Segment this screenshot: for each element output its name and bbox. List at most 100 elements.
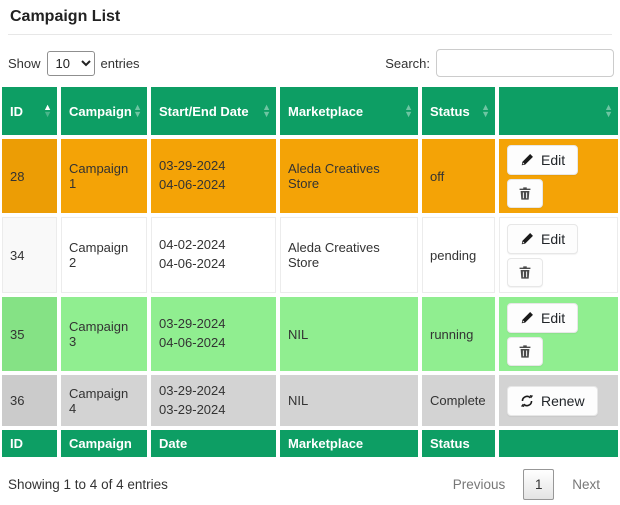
pagination: Previous 1 Next — [441, 469, 612, 500]
cell-marketplace: Aleda Creatives Store — [278, 215, 420, 295]
refresh-icon — [520, 394, 534, 407]
cell-campaign: Campaign 2 — [59, 215, 149, 295]
column-header-label: Marketplace — [288, 103, 364, 119]
cell-actions: Edit — [497, 295, 620, 373]
search-control: Search: — [385, 49, 614, 77]
divider — [8, 34, 612, 35]
column-header-actions[interactable]: ▲ ▼ — [497, 85, 620, 137]
end-date: 04-06-2024 — [159, 335, 226, 350]
cell-id: 28 — [0, 137, 59, 215]
cell-marketplace: Aleda Creatives Store — [278, 137, 420, 215]
pencil-icon — [521, 311, 533, 323]
table-row: 35 Campaign 3 03-29-2024 04-06-2024 NIL … — [0, 295, 620, 373]
cell-status: pending — [420, 215, 497, 295]
delete-button[interactable] — [507, 178, 543, 208]
search-input[interactable] — [436, 49, 614, 77]
column-header-marketplace[interactable]: Marketplace ▲ ▼ — [278, 85, 420, 137]
end-date: 04-06-2024 — [159, 256, 226, 271]
cell-marketplace: NIL — [278, 295, 420, 373]
cell-id: 34 — [0, 215, 59, 295]
column-header-label: Start/End Date — [159, 103, 249, 119]
delete-button[interactable] — [507, 257, 543, 287]
table-footer-row: ID Campaign Date Marketplace Status — [0, 428, 620, 459]
sort-asc-icon: ▲ — [262, 101, 271, 112]
sort-icons: ▲ ▼ — [604, 102, 613, 119]
edit-button-label: Edit — [541, 151, 566, 168]
edit-button[interactable]: Edit — [507, 144, 579, 175]
sort-icons: ▲ ▼ — [481, 101, 490, 119]
sort-desc-icon: ▼ — [604, 109, 613, 119]
table-row: 28 Campaign 1 03-29-2024 04-06-2024 Aled… — [0, 137, 620, 215]
next-page-button[interactable]: Next — [572, 477, 600, 492]
cell-date: 03-29-2024 03-29-2024 — [149, 373, 278, 428]
footer-actions — [497, 428, 620, 459]
end-date: 04-06-2024 — [159, 177, 226, 192]
edit-button[interactable]: Edit — [507, 302, 579, 333]
cell-actions: Renew — [497, 373, 620, 428]
column-header-id[interactable]: ID ▲ ▼ — [0, 85, 59, 137]
search-label: Search: — [385, 55, 430, 71]
start-date: 03-29-2024 — [159, 316, 226, 332]
cell-id: 35 — [0, 295, 59, 373]
trash-icon — [519, 186, 531, 200]
sort-desc-icon: ▼ — [262, 109, 271, 119]
cell-date: 03-29-2024 04-06-2024 — [149, 295, 278, 373]
table-row: 36 Campaign 4 03-29-2024 03-29-2024 NIL … — [0, 373, 620, 428]
column-header-campaign[interactable]: Campaign ▲ ▼ — [59, 85, 149, 137]
renew-button[interactable]: Renew — [507, 385, 598, 416]
sort-icons: ▲ ▼ — [262, 101, 271, 119]
footer-marketplace: Marketplace — [278, 428, 420, 459]
entries-label: entries — [100, 55, 140, 71]
sort-asc-icon: ▲ — [481, 101, 490, 112]
sort-desc-icon: ▼ — [43, 109, 52, 119]
previous-page-button[interactable]: Previous — [452, 477, 506, 492]
page-title: Campaign List — [10, 8, 121, 25]
cell-campaign: Campaign 1 — [59, 137, 149, 215]
sort-asc-icon: ▲ — [404, 101, 413, 112]
sort-desc-icon: ▼ — [404, 109, 413, 119]
edit-button-label: Edit — [541, 309, 566, 326]
column-header-status[interactable]: Status ▲ ▼ — [420, 85, 497, 137]
cell-marketplace: NIL — [278, 373, 420, 428]
renew-button-label: Renew — [541, 392, 585, 409]
entries-length-control: Show 10 entries — [8, 50, 140, 76]
start-date: 03-29-2024 — [159, 158, 226, 174]
sort-desc-icon: ▼ — [133, 109, 142, 119]
table-row: 34 Campaign 2 04-02-2024 04-06-2024 Aled… — [0, 215, 620, 295]
cell-actions: Edit — [497, 137, 620, 215]
sort-asc-icon: ▲ — [133, 101, 142, 112]
cell-date: 04-02-2024 04-06-2024 — [149, 215, 278, 295]
table-header-row: ID ▲ ▼ Campaign ▲ ▼ Start/End Date ▲ ▼ Mark… — [0, 85, 620, 137]
cell-status: running — [420, 295, 497, 373]
delete-button[interactable] — [507, 336, 543, 366]
bottom-bar: Showing 1 to 4 of 4 entries Previous 1 N… — [0, 459, 620, 500]
cell-status: off — [420, 137, 497, 215]
sort-asc-icon: ▲ — [43, 101, 52, 112]
table-controls: Show 10 entries Search: — [0, 49, 620, 85]
footer-campaign: Campaign — [59, 428, 149, 459]
column-header-label: Campaign — [69, 103, 132, 119]
table-info: Showing 1 to 4 of 4 entries — [8, 477, 168, 492]
cell-campaign: Campaign 3 — [59, 295, 149, 373]
page-length-select[interactable]: 10 — [46, 50, 95, 76]
cell-status: Complete — [420, 373, 497, 428]
cell-date: 03-29-2024 04-06-2024 — [149, 137, 278, 215]
pencil-icon — [521, 153, 533, 165]
sort-icons: ▲ ▼ — [43, 101, 52, 119]
end-date: 03-29-2024 — [159, 401, 226, 417]
column-header-label: ID — [10, 103, 23, 119]
campaign-table: ID ▲ ▼ Campaign ▲ ▼ Start/End Date ▲ ▼ Mark… — [0, 85, 620, 459]
sort-desc-icon: ▼ — [481, 109, 490, 119]
start-date: 04-02-2024 — [159, 237, 226, 253]
start-date: 03-29-2024 — [159, 382, 226, 398]
footer-status: Status — [420, 428, 497, 459]
cell-id: 36 — [0, 373, 59, 428]
cell-campaign: Campaign 4 — [59, 373, 149, 428]
footer-id: ID — [0, 428, 59, 459]
page-number-button[interactable]: 1 — [523, 469, 555, 500]
sort-icons: ▲ ▼ — [404, 101, 413, 119]
column-header-start-end-date[interactable]: Start/End Date ▲ ▼ — [149, 85, 278, 137]
edit-button[interactable]: Edit — [507, 223, 579, 254]
footer-date: Date — [149, 428, 278, 459]
cell-actions: Edit — [497, 215, 620, 295]
